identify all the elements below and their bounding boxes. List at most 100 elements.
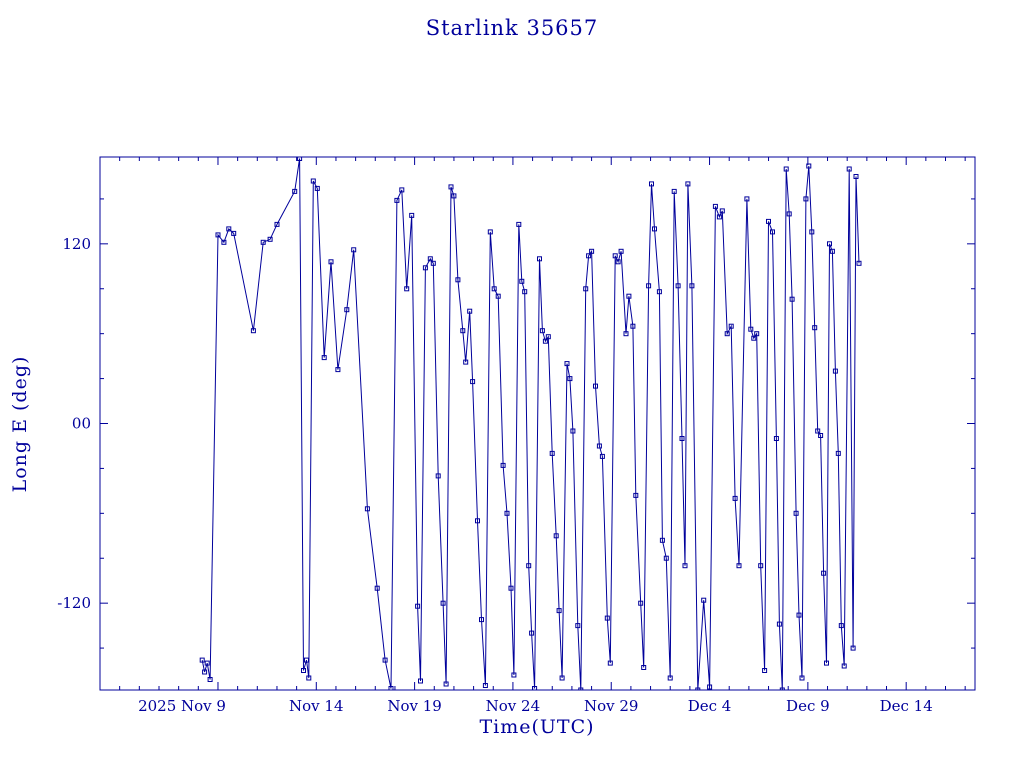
data-point-marker [545, 334, 551, 340]
axis-tick-labels: 2025 Nov 9 Nov 14 Nov 19 Nov 24 Nov 29 Dec 4 D… [57, 235, 932, 715]
data-point-marker [838, 623, 844, 629]
data-point-marker [529, 630, 535, 636]
data-point-marker [231, 230, 237, 236]
data-point-marker [675, 283, 681, 289]
data-point-marker [604, 615, 610, 621]
data-point-marker [796, 612, 802, 618]
data-point-marker [427, 256, 433, 262]
data-point-marker [618, 248, 624, 254]
data-point-marker [663, 555, 669, 561]
data-point-marker [260, 239, 266, 245]
data-point-marker [470, 379, 476, 385]
data-point-marker [575, 623, 581, 629]
data-point-marker [310, 178, 316, 184]
data-point-marker [504, 510, 510, 516]
data-point-marker [728, 323, 734, 329]
data-point-marker [495, 293, 501, 299]
data-point-marker [451, 193, 457, 199]
data-point-marker [821, 570, 827, 576]
data-point-marker [221, 239, 227, 245]
data-point-marker [736, 563, 742, 569]
data-point-marker [306, 675, 312, 681]
data-point-marker [335, 367, 341, 373]
data-point-marker [846, 166, 852, 172]
data-point-marker [762, 668, 768, 673]
x-tick-label: Nov 14 [289, 697, 344, 715]
data-point-marker [695, 687, 701, 690]
data-point-marker [559, 675, 565, 681]
data-point-marker [382, 657, 388, 663]
data-point-marker [586, 253, 592, 259]
data-point-marker [516, 221, 522, 227]
data-point-marker [226, 226, 232, 232]
data-point-marker [856, 260, 862, 266]
data-point-marker [374, 585, 380, 591]
data-point-marker [744, 196, 750, 202]
data-point-marker [786, 211, 792, 217]
data-point-marker [583, 286, 589, 292]
data-point-marker [274, 221, 280, 227]
data-point-marker [652, 226, 657, 232]
data-point-marker [522, 289, 528, 295]
data-point-marker [344, 307, 350, 313]
data-point-marker [549, 450, 555, 456]
data-point-marker [304, 657, 309, 663]
data-point-marker [824, 660, 829, 666]
data-point-marker [539, 328, 545, 334]
data-point-marker [519, 278, 525, 284]
data-point-marker [667, 675, 673, 681]
data-point-marker [712, 203, 718, 209]
data-point-marker [671, 188, 677, 194]
data-point-marker [511, 672, 517, 678]
data-point-marker [679, 436, 685, 441]
data-point-marker [448, 184, 454, 190]
data-point-marker [758, 563, 764, 569]
data-point-marker [467, 308, 473, 314]
y-tick-label: 120 [62, 235, 91, 253]
data-point-marker [596, 443, 602, 449]
data-point-marker [215, 232, 221, 238]
data-point-marker [297, 157, 303, 161]
x-axis-label: Time(UTC) [479, 716, 595, 738]
data-point-marker [815, 428, 821, 434]
data-point-marker [399, 187, 405, 193]
data-point-marker [773, 436, 779, 441]
data-point-marker [479, 617, 484, 623]
data-point-marker [809, 229, 815, 235]
data-point-marker [630, 323, 636, 329]
data-point-marker [418, 678, 423, 684]
data-point-marker [835, 450, 841, 456]
data-point-marker [593, 383, 598, 389]
x-tick-label: Nov 24 [486, 697, 541, 715]
data-point-marker [623, 331, 629, 337]
data-point-marker [508, 585, 514, 591]
chart-title: Starlink 35657 [425, 16, 599, 40]
data-point-marker [482, 683, 488, 688]
data-point-marker [719, 208, 725, 214]
data-point-marker [641, 665, 647, 670]
data-point-marker [638, 600, 644, 606]
data-point-marker [806, 163, 812, 169]
y-tick-label: 00 [72, 415, 91, 433]
data-points [199, 157, 862, 690]
data-point-marker [818, 433, 824, 438]
data-point-marker [829, 248, 835, 254]
data-point-marker [578, 687, 584, 690]
data-point-marker [314, 185, 320, 191]
data-point-marker [430, 260, 436, 266]
data-point-marker [292, 188, 298, 194]
data-point-marker [803, 196, 809, 202]
data-point-marker [404, 286, 410, 292]
data-point-marker [463, 359, 469, 365]
data-point-marker [766, 218, 771, 224]
data-point-marker [716, 214, 722, 220]
data-point-marker [567, 376, 573, 382]
longitude-series [201, 158, 860, 690]
data-point-marker [394, 197, 400, 203]
data-point-marker [646, 283, 652, 289]
data-point-marker [207, 677, 213, 682]
data-point-marker [460, 328, 466, 334]
data-point-marker [328, 259, 334, 265]
data-point-marker [853, 174, 859, 179]
